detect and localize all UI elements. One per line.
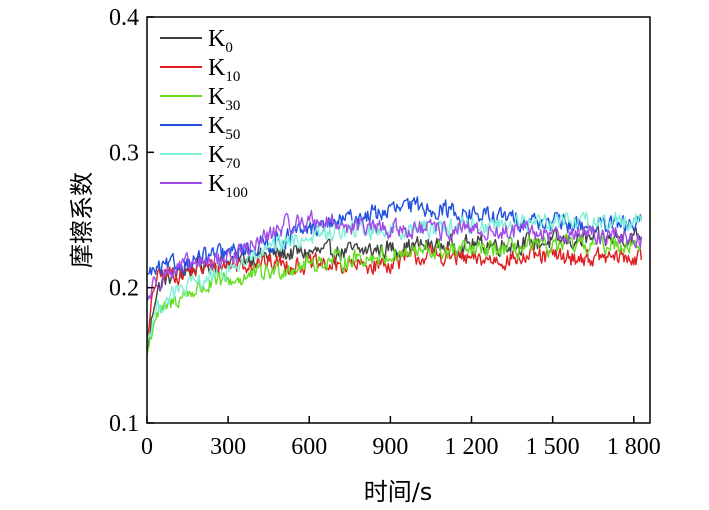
legend-label-k70: K70 [208,142,240,172]
axis-layer: 0 300 600 900 1 200 1 500 1 800 0.1 0.2 0.3 0.4 [109,5,661,460]
x-tick-label: 300 [210,434,246,460]
series-line-k30 [146,233,642,356]
x-tick-label: 1 200 [445,434,499,460]
y-tick-label: 0.3 [109,140,139,166]
plot-frame [146,16,651,424]
series-layer [146,196,642,356]
x-tick-label: 1 500 [526,434,580,460]
series-line-k100 [146,209,642,302]
y-tick-label: 0.4 [109,5,139,31]
y-tick-label: 0.1 [109,411,139,437]
x-tick-label: 900 [372,434,408,460]
series-line-k70 [146,211,642,342]
x-tick-label: 0 [141,434,153,460]
y-tick-label: 0.2 [109,276,139,302]
x-tick-label: 600 [291,434,327,460]
legend-label-k10: K10 [208,55,240,85]
x-tick-label: 1 800 [607,434,661,460]
legend-label-k100: K100 [208,171,248,201]
x-axis-title: 时间/s [364,478,433,506]
legend-label-k0: K0 [208,26,233,56]
legend-label-k50: K50 [208,113,240,143]
legend-label-k30: K30 [208,84,240,114]
y-axis-title: 摩擦系数 [68,172,96,268]
